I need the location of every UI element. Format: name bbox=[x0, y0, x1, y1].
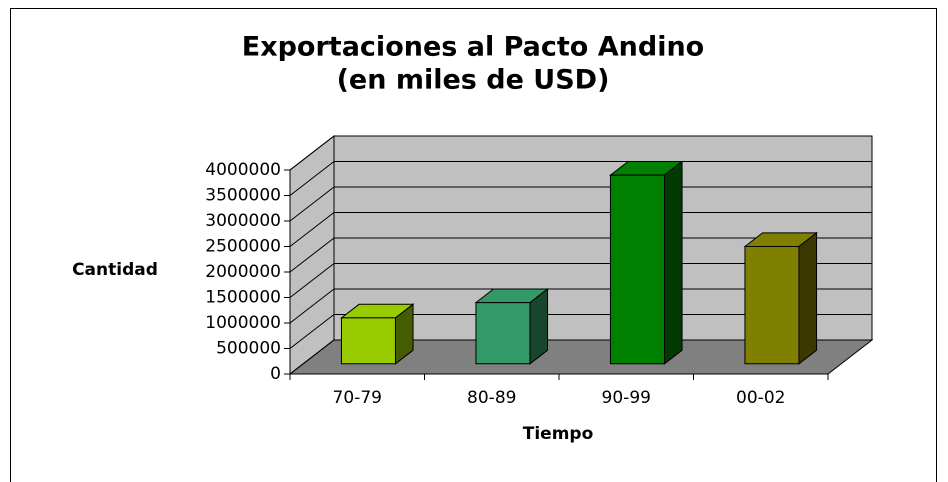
chart-subtitle: (en miles de USD) bbox=[337, 65, 610, 96]
bar bbox=[608, 160, 684, 365]
y-tick-label: 1000000 bbox=[205, 313, 281, 333]
bar-front bbox=[475, 302, 531, 365]
bar-side bbox=[529, 287, 549, 365]
bar-front bbox=[340, 317, 396, 365]
x-tick-label: 70-79 bbox=[333, 388, 382, 408]
x-axis-title: Tiempo bbox=[523, 424, 594, 444]
bar-side bbox=[663, 160, 683, 365]
x-tick-label: 00-02 bbox=[736, 388, 785, 408]
grid-line bbox=[289, 186, 872, 222]
y-tick-label: 0 bbox=[270, 364, 281, 384]
x-tick-label: 90-99 bbox=[602, 388, 651, 408]
y-axis-title: Cantidad bbox=[72, 260, 158, 280]
grid-line bbox=[289, 237, 872, 273]
x-tick-label: 80-89 bbox=[467, 388, 516, 408]
bar-front bbox=[744, 246, 800, 365]
y-tick-label: 3000000 bbox=[205, 211, 281, 231]
grid-line bbox=[289, 263, 872, 298]
y-tick-label: 2000000 bbox=[205, 262, 281, 282]
grid-line bbox=[289, 339, 872, 375]
bar-side bbox=[798, 231, 818, 365]
chart-title: Exportaciones al Pacto Andino bbox=[242, 32, 704, 63]
y-tick-label: 2500000 bbox=[205, 237, 281, 257]
bar bbox=[339, 303, 415, 365]
grid-line bbox=[289, 161, 872, 196]
y-tick-label: 1500000 bbox=[205, 288, 281, 308]
y-tick-label: 3500000 bbox=[205, 186, 281, 206]
grid-line bbox=[289, 212, 872, 247]
grid-line bbox=[289, 135, 872, 171]
y-tick-label: 4000000 bbox=[205, 160, 281, 180]
grid-line bbox=[289, 288, 872, 324]
grid-line bbox=[289, 314, 872, 349]
bar bbox=[743, 231, 819, 365]
bar bbox=[474, 287, 550, 365]
bar-front bbox=[609, 174, 665, 365]
y-tick-label: 500000 bbox=[216, 339, 281, 359]
